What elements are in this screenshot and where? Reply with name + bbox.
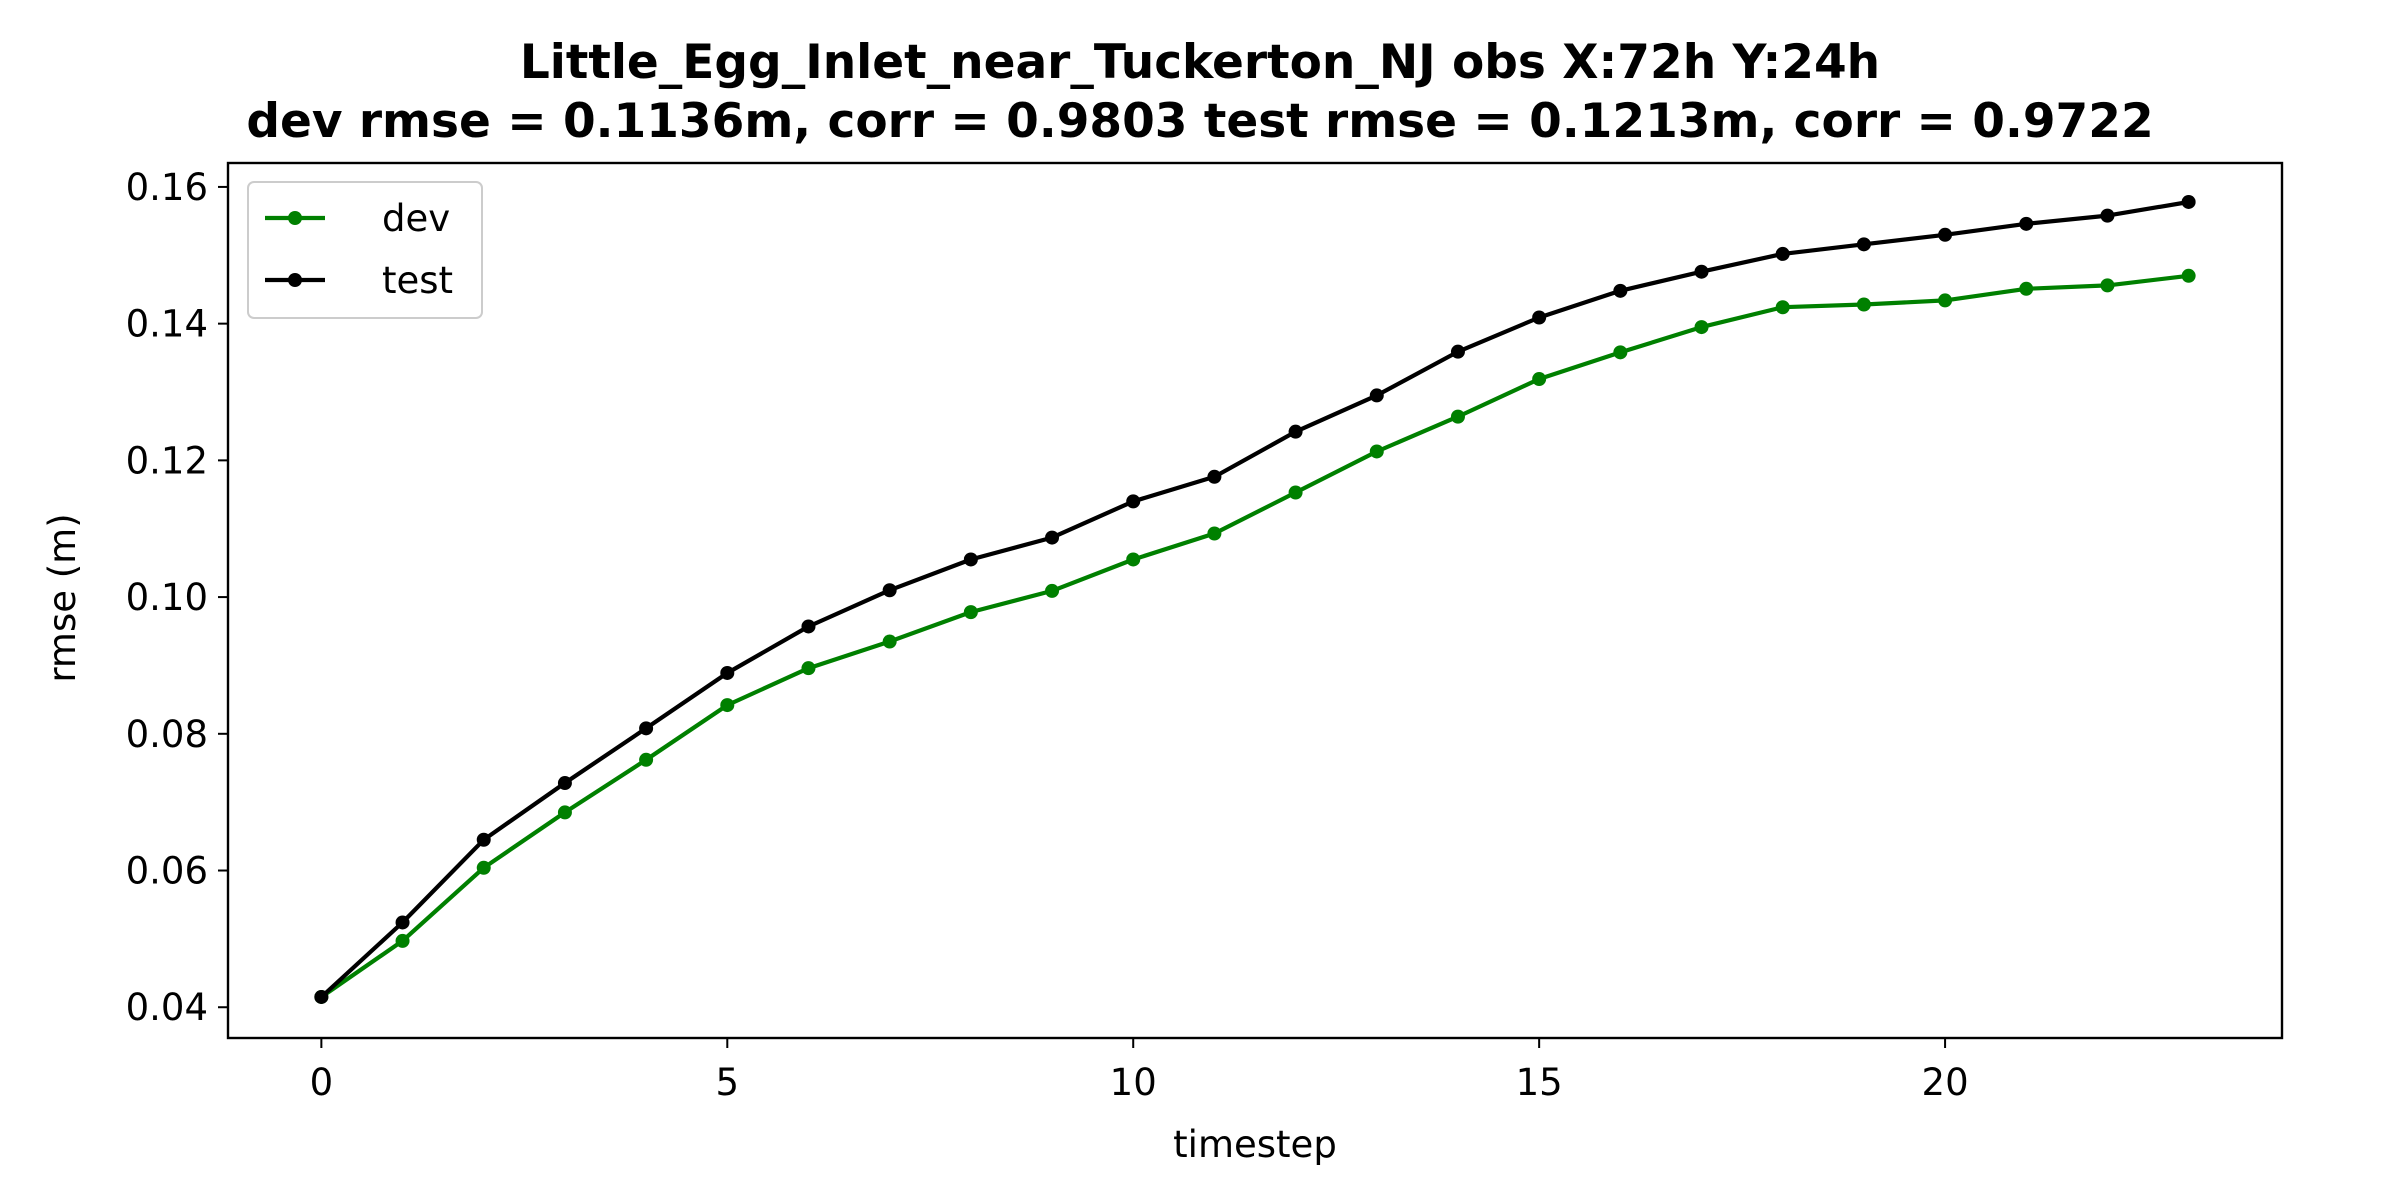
x-axis-label: timestep: [1173, 1123, 1337, 1166]
point-dev-2: [476, 860, 491, 875]
point-test-20: [1938, 227, 1953, 242]
point-dev-11: [1207, 526, 1222, 541]
y-tick-label-1: 0.06: [126, 850, 208, 893]
y-tick-label-0: 0.04: [126, 986, 208, 1029]
point-test-11: [1207, 469, 1222, 484]
point-test-19: [1856, 237, 1871, 252]
point-dev-10: [1126, 552, 1141, 567]
point-dev-6: [801, 661, 816, 676]
point-dev-13: [1369, 444, 1384, 459]
y-tick-label-6: 0.16: [126, 166, 208, 209]
plot-area: 0 5 10 15 20 0.04 0.06 0.08 0.10 0.12 0.14 0.16: [126, 161, 2284, 1104]
legend-marker-dev: [288, 211, 302, 225]
point-dev-23: [2181, 268, 2196, 283]
legend-marker-test: [288, 273, 302, 287]
point-test-22: [2100, 208, 2115, 223]
point-dev-9: [1045, 583, 1060, 598]
point-test-8: [963, 552, 978, 567]
point-test-7: [882, 583, 897, 598]
point-test-16: [1613, 283, 1628, 298]
point-test-17: [1694, 264, 1709, 279]
point-test-5: [720, 665, 735, 680]
legend-label-dev: dev: [382, 197, 450, 240]
axes-frame: [226, 161, 2284, 1040]
legend: dev test: [247, 181, 483, 319]
x-tick-label-0: 0: [310, 1061, 334, 1104]
point-test-12: [1288, 424, 1303, 439]
point-dev-19: [1856, 297, 1871, 312]
x-tick-label-10: 10: [1110, 1061, 1157, 1104]
point-test-3: [557, 776, 572, 791]
series-line-test: [319, 199, 2191, 1000]
chart-title: Little_Egg_Inlet_near_Tuckerton_NJ obs X…: [520, 35, 1880, 90]
point-dev-4: [639, 752, 654, 767]
point-dev-17: [1694, 320, 1709, 335]
point-test-2: [476, 832, 491, 847]
point-dev-8: [963, 605, 978, 620]
point-dev-3: [557, 805, 572, 820]
point-dev-1: [395, 933, 410, 948]
x-tick-label-15: 15: [1516, 1061, 1563, 1104]
point-test-1: [395, 915, 410, 930]
series-line-dev: [319, 273, 2191, 1000]
point-dev-14: [1450, 409, 1465, 424]
x-tick-label-5: 5: [716, 1061, 740, 1104]
legend-label-test: test: [382, 259, 453, 302]
chart-subtitle: dev rmse = 0.1136m, corr = 0.9803 test r…: [246, 94, 2153, 149]
y-tick-label-2: 0.08: [126, 713, 208, 756]
point-dev-5: [720, 698, 735, 713]
point-test-14: [1450, 344, 1465, 359]
point-dev-18: [1775, 300, 1790, 315]
point-test-6: [801, 619, 816, 634]
point-dev-16: [1613, 345, 1628, 360]
point-dev-22: [2100, 278, 2115, 293]
point-dev-7: [882, 634, 897, 649]
point-test-0: [314, 989, 329, 1004]
point-test-15: [1532, 310, 1547, 325]
y-tick-label-4: 0.12: [126, 439, 208, 482]
y-axis-label: rmse (m): [41, 513, 84, 682]
point-test-13: [1369, 388, 1384, 403]
x-tick-label-20: 20: [1922, 1061, 1969, 1104]
point-dev-12: [1288, 485, 1303, 500]
point-test-18: [1775, 246, 1790, 261]
y-tick-label-5: 0.14: [126, 303, 208, 346]
point-test-21: [2019, 216, 2034, 231]
point-dev-15: [1532, 372, 1547, 387]
point-dev-21: [2019, 281, 2034, 296]
y-tick-label-3: 0.10: [126, 576, 208, 619]
point-test-9: [1045, 530, 1060, 545]
point-test-4: [639, 721, 654, 736]
point-dev-20: [1938, 293, 1953, 308]
point-test-23: [2181, 194, 2196, 209]
point-test-10: [1126, 494, 1141, 509]
